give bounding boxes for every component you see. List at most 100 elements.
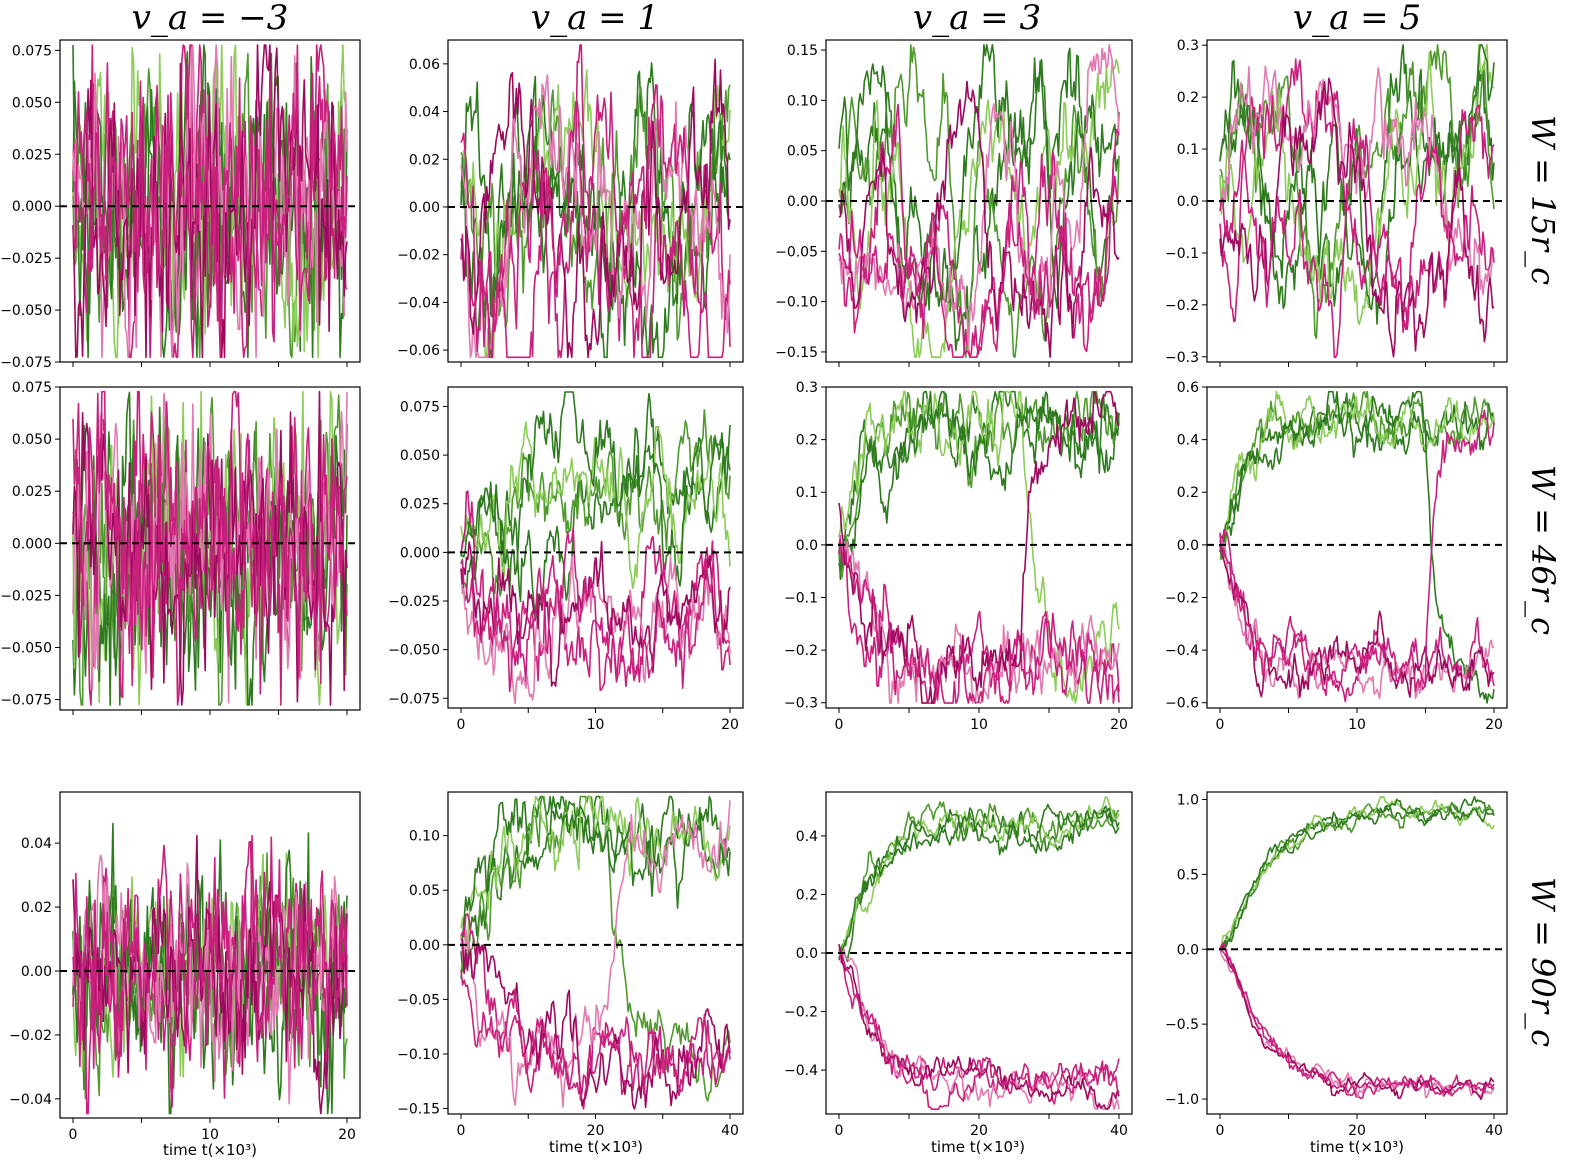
y-tick-label: 0.0 [1177, 538, 1199, 554]
y-tick-label: 0.000 [12, 536, 52, 552]
green-series-line [838, 44, 1120, 358]
x-tick-label: 0 [69, 1127, 78, 1143]
x-tick-label: 0 [457, 1123, 466, 1139]
y-tick-label: 0.075 [12, 380, 52, 396]
green-series-line [838, 796, 1120, 958]
green-series-line [460, 392, 731, 621]
column-title-va-1: v_a = 1 [530, 0, 660, 38]
magenta-series-line [1219, 944, 1495, 1101]
series-group [460, 44, 731, 359]
magenta-series-line [838, 80, 1120, 358]
magenta-series-line [460, 74, 731, 359]
column-title-va-3: v_a = 3 [912, 0, 1042, 38]
magenta-series-line [838, 944, 1120, 1110]
y-tick-label: −0.15 [397, 1102, 440, 1118]
panel-r2-c1: 0.10 0.05 0.00 −0.05 −0.10 −0.15 0 20 40 [397, 791, 744, 1139]
y-tick-label: 0.025 [400, 497, 440, 513]
y-tick-label: 0.00 [409, 938, 440, 954]
green-series-line [1219, 392, 1495, 560]
y-tick-label: 0.2 [1177, 485, 1199, 501]
magenta-series-line [1219, 948, 1495, 1100]
y-tick-label: 0.10 [787, 93, 818, 109]
green-series-line [838, 47, 1120, 352]
y-tick-label: −0.050 [388, 643, 440, 659]
y-tick-label: 0.05 [409, 883, 440, 899]
green-series-line [838, 809, 1120, 963]
magenta-series-line [460, 969, 731, 1101]
magenta-series-line [838, 948, 1120, 1105]
y-tick-label: 0.075 [400, 399, 440, 415]
magenta-series-line [1219, 528, 1495, 703]
y-tick-label: −0.4 [784, 1063, 818, 1079]
xlabel-col2: time t(×10³) [931, 1138, 1025, 1156]
green-series-line [72, 849, 348, 1115]
magenta-series-line [460, 526, 731, 693]
magenta-series-line [1219, 409, 1495, 697]
green-series-line [460, 795, 731, 948]
series-group [460, 391, 731, 705]
y-tick-label: 0.00 [21, 964, 52, 980]
green-series-line [460, 391, 731, 591]
series-group [72, 390, 348, 706]
y-tick-label: 0.025 [12, 484, 52, 500]
row-label-w15: W = 15r_c [1524, 115, 1562, 285]
green-series-line [838, 803, 1120, 959]
y-tick-label: 0.0 [1177, 942, 1199, 958]
y-tick-label: 0.00 [787, 194, 818, 210]
magenta-series-line [460, 800, 731, 1108]
y-tick-label: 0.6 [1177, 380, 1199, 396]
y-tick-label: −0.025 [0, 251, 52, 267]
panel-r2-c2: 0.4 0.2 0.0 −0.2 −0.4 0 20 40 [784, 791, 1133, 1139]
y-tick-label: −0.10 [775, 295, 818, 311]
magenta-series-line [460, 44, 731, 359]
x-tick-label: 10 [970, 717, 988, 733]
magenta-series-line [838, 390, 1120, 704]
series-group [72, 44, 348, 359]
y-tick-label: 0.050 [12, 95, 52, 111]
x-tick-label: 10 [587, 717, 605, 733]
y-tick-label: 0.000 [12, 199, 52, 215]
green-series-line [1219, 44, 1495, 325]
y-tick-label: 0.0 [1177, 194, 1199, 210]
green-series-line [1219, 390, 1495, 541]
x-tick-label: 10 [1348, 717, 1366, 733]
y-tick-label: −0.04 [397, 295, 440, 311]
magenta-series-line [838, 128, 1120, 358]
y-tick-label: 0.06 [409, 57, 440, 73]
x-tick-label: 20 [721, 717, 739, 733]
y-tick-label: 0.02 [409, 152, 440, 168]
green-series-line [838, 390, 1120, 572]
series-group [1219, 390, 1495, 704]
magenta-series-line [1219, 65, 1495, 296]
row-label-w90: W = 90r_c [1524, 877, 1562, 1047]
y-tick-label: −0.1 [1165, 246, 1199, 262]
y-tick-label: 0.050 [400, 448, 440, 464]
x-tick-label: 20 [587, 1123, 605, 1139]
xlabel-col1: time t(×10³) [549, 1138, 643, 1156]
x-tick-label: 0 [457, 717, 466, 733]
y-tick-label: 0.2 [796, 887, 818, 903]
y-tick-label: −0.050 [0, 303, 52, 319]
row-label-w46: W = 46r_c [1524, 465, 1562, 635]
series-group [460, 795, 731, 1110]
green-series-line [1219, 44, 1495, 340]
green-series-line [1219, 795, 1495, 949]
series-group [1219, 795, 1495, 1101]
magenta-series-line [460, 84, 731, 359]
y-tick-label: −0.5 [1165, 1017, 1199, 1033]
magenta-series-line [1219, 942, 1495, 1097]
y-tick-label: 0.3 [1177, 38, 1199, 54]
xlabel-col3: time t(×10³) [1310, 1138, 1404, 1156]
y-tick-label: −0.1 [784, 590, 818, 606]
y-tick-label: 0.025 [12, 147, 52, 163]
y-tick-label: −1.0 [1165, 1092, 1199, 1108]
series-group [838, 390, 1120, 704]
x-tick-label: 0 [835, 1123, 844, 1139]
panel-r1-c1: 0.075 0.050 0.025 0.000 −0.025 −0.050 −0.075 0 1… [388, 386, 744, 733]
green-series-line [838, 58, 1120, 358]
y-tick-label: −0.10 [397, 1047, 440, 1063]
y-tick-label: −0.025 [388, 594, 440, 610]
y-tick-label: −0.06 [397, 343, 440, 359]
y-tick-label: 0.000 [400, 545, 440, 561]
